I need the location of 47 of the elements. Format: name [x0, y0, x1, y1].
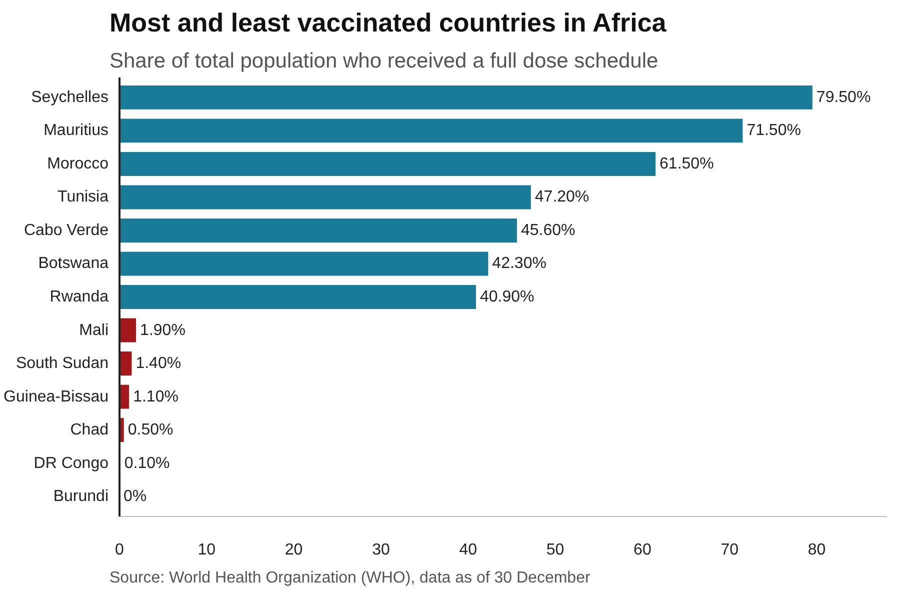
data-label: 79.50%: [816, 88, 871, 106]
bar: [120, 285, 476, 309]
bar: [120, 118, 743, 143]
data-label: 45.60%: [520, 222, 576, 239]
chart-subtitle: Share of total population who received a full dose schedule: [110, 50, 658, 72]
bar: [120, 185, 531, 210]
x-tick-label: 40: [459, 542, 478, 558]
bar: [120, 352, 132, 376]
y-tick-label: Mali: [79, 322, 109, 339]
x-tick-label: 60: [634, 542, 652, 558]
bar: [120, 318, 136, 342]
y-tick-label: South Sudan: [16, 355, 109, 372]
chart-title: Most and least vaccinated countries in Africa: [110, 8, 667, 38]
y-tick-label: Seychelles: [31, 88, 108, 106]
y-tick-label: DR Congo: [34, 454, 109, 472]
y-tick-label: Rwanda: [50, 288, 109, 306]
y-tick-label: Burundi: [53, 488, 109, 506]
x-tick-label: 0: [115, 542, 124, 558]
bar: [120, 152, 656, 176]
data-label: 47.20%: [534, 188, 590, 206]
x-tick-label: 10: [198, 542, 216, 558]
x-tick-label: 20: [284, 542, 303, 558]
data-label: 1.10%: [133, 388, 178, 406]
y-tick-label: Morocco: [47, 155, 109, 172]
bar: [120, 252, 488, 276]
bar: [120, 218, 517, 242]
data-label: 42.30%: [492, 255, 546, 272]
data-label: 71.50%: [746, 122, 801, 140]
data-label: 0.10%: [124, 454, 170, 472]
x-tick-label: 80: [808, 542, 826, 558]
y-tick-label: Mauritius: [44, 122, 108, 140]
x-tick-label: 50: [546, 542, 564, 558]
data-label: 0%: [124, 488, 147, 506]
y-tick-label: Guinea-Bissau: [4, 388, 109, 406]
y-tick-label: Chad: [70, 422, 108, 439]
x-tick-label: 30: [372, 542, 390, 558]
data-label: 1.40%: [136, 355, 182, 372]
y-tick-label: Botswana: [38, 255, 109, 272]
data-label: 61.50%: [660, 155, 714, 172]
data-label: 0.50%: [128, 422, 174, 439]
source-note: Source: World Health Organization (WHO), data as of 30 December: [110, 570, 591, 586]
bar: [120, 85, 812, 110]
data-label: 1.90%: [140, 322, 186, 339]
y-tick-label: Tunisia: [58, 188, 109, 206]
x-tick-label: 70: [720, 542, 739, 558]
y-tick-label: Cabo Verde: [24, 222, 109, 239]
data-label: 40.90%: [480, 288, 534, 306]
